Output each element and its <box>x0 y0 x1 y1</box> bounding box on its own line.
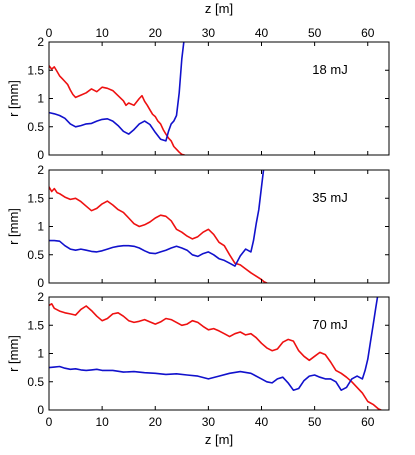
y-tick-label: 1 <box>37 347 44 361</box>
bottom-x-axis-title: z [m] <box>205 432 233 447</box>
panel-label: 35 mJ <box>312 190 347 205</box>
panel-label: 70 mJ <box>312 317 347 332</box>
y-tick-label: 2 <box>37 163 44 177</box>
bottom-x-tick-label: 20 <box>149 415 163 429</box>
bottom-x-tick-label: 0 <box>46 415 53 429</box>
blue-series-line <box>49 170 265 267</box>
y-tick-label: 1 <box>37 220 44 234</box>
plot-frame <box>48 296 390 411</box>
top-x-tick-label: 10 <box>95 26 109 40</box>
y-tick-label: 1.5 <box>27 191 44 205</box>
y-tick-label: 0.5 <box>27 120 44 134</box>
red-series-line <box>49 64 186 155</box>
y-axis-title: r [mm] <box>6 335 21 372</box>
panel-2: 0 0.5 1 1.5 2 r [mm] 35 mJ <box>6 163 390 290</box>
panel-3: 0 0.5 1 1.5 2 r [mm] 70 mJ <box>6 290 390 417</box>
bottom-x-tick-label: 40 <box>255 415 269 429</box>
blue-series-line <box>49 42 185 142</box>
top-x-axis-title: z [m] <box>205 1 233 16</box>
chart-root: 0 0.5 1 1.5 2 r [mm] 18 mJ 0 0.5 1 1.5 2 r [mm] 35 mJ… <box>6 1 390 447</box>
y-tick-label: 1 <box>37 92 44 106</box>
panel-1: 0 0.5 1 1.5 2 r [mm] 18 mJ <box>6 35 390 162</box>
y-tick-label: 2 <box>37 290 44 304</box>
red-series-line <box>49 186 268 283</box>
bottom-x-tick-label: 50 <box>308 415 322 429</box>
top-x-tick-label: 60 <box>361 26 375 40</box>
panel-label: 18 mJ <box>312 62 347 77</box>
plot-frame <box>48 169 390 284</box>
y-axis-title: r [mm] <box>6 208 21 245</box>
y-tick-label: 2 <box>37 35 44 49</box>
y-tick-label: 0.5 <box>27 248 44 262</box>
bottom-x-tick-label: 10 <box>95 415 109 429</box>
y-axis-title: r [mm] <box>6 80 21 117</box>
bottom-x-tick-label: 30 <box>202 415 216 429</box>
top-x-tick-label: 30 <box>202 26 216 40</box>
y-tick-label: 0.5 <box>27 375 44 389</box>
y-tick-label: 0 <box>37 403 44 417</box>
y-tick-label: 1.5 <box>27 63 44 77</box>
top-x-tick-label: 50 <box>308 26 322 40</box>
bottom-x-tick-label: 60 <box>361 415 375 429</box>
y-tick-label: 0 <box>37 148 44 162</box>
top-x-tick-label: 0 <box>46 26 53 40</box>
y-tick-label: 0 <box>37 276 44 290</box>
red-series-line <box>49 303 382 410</box>
top-x-tick-label: 40 <box>255 26 269 40</box>
top-x-tick-label: 20 <box>149 26 163 40</box>
plot-frame <box>48 41 390 156</box>
blue-series-line <box>49 297 379 391</box>
y-tick-label: 1.5 <box>27 318 44 332</box>
